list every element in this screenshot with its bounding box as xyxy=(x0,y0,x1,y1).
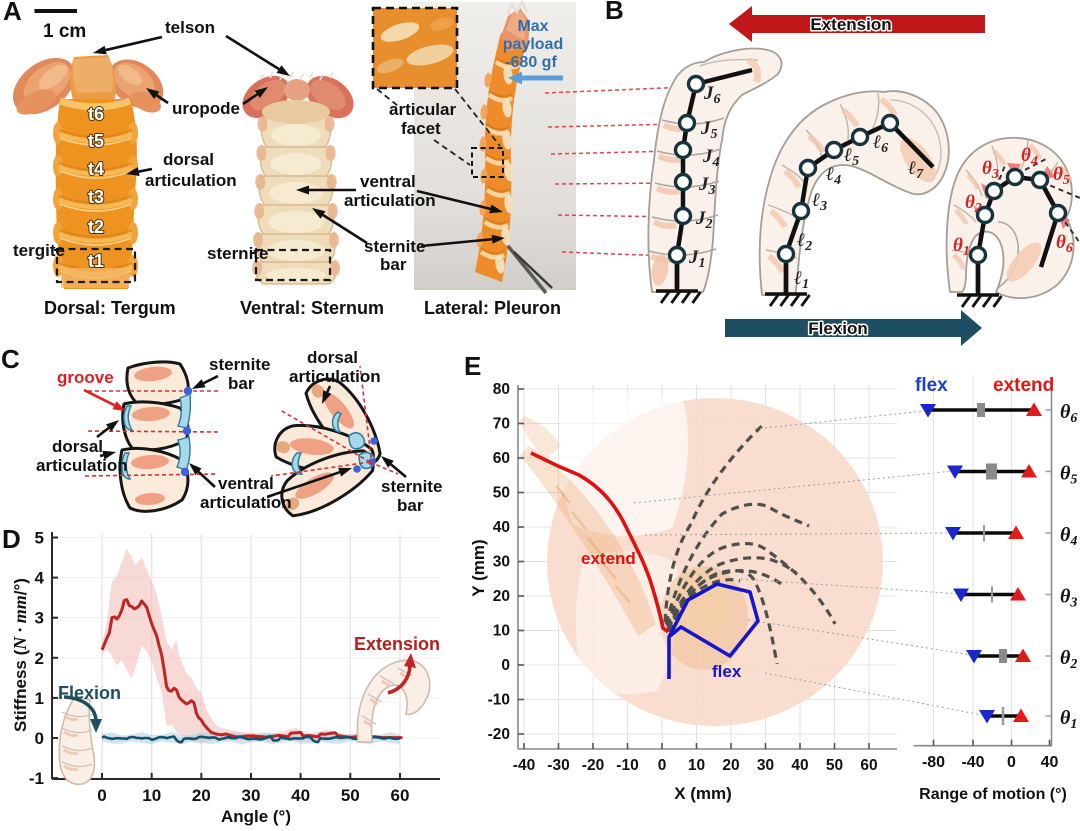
svg-text:Extension: Extension xyxy=(354,634,440,654)
svg-text:Range of motion (°): Range of motion (°) xyxy=(919,786,1067,803)
svg-text:sternite: sternite xyxy=(364,237,425,256)
svg-text:-40: -40 xyxy=(961,754,984,771)
svg-text:40: 40 xyxy=(791,757,808,774)
svg-text:-80: -80 xyxy=(922,754,945,771)
svg-text:0: 0 xyxy=(658,757,667,774)
svg-text:X (mm): X (mm) xyxy=(674,784,732,803)
svg-text:0: 0 xyxy=(501,657,510,674)
svg-text:bar: bar xyxy=(380,255,407,274)
svg-text:50: 50 xyxy=(826,757,843,774)
svg-text:payload: payload xyxy=(503,36,563,53)
svg-text:flex: flex xyxy=(712,662,742,681)
svg-text:t6: t6 xyxy=(88,104,104,124)
svg-text:ventral: ventral xyxy=(360,172,416,191)
svg-text:t1: t1 xyxy=(88,251,104,271)
svg-text:B: B xyxy=(605,0,624,25)
svg-text:10: 10 xyxy=(493,623,510,640)
svg-text:A: A xyxy=(3,0,22,26)
svg-text:30: 30 xyxy=(493,554,510,571)
svg-text:facet: facet xyxy=(401,119,441,138)
svg-text:4: 4 xyxy=(35,569,45,588)
svg-text:articulation: articulation xyxy=(36,456,128,475)
svg-text:1: 1 xyxy=(35,689,44,708)
svg-text:Extension: Extension xyxy=(810,15,891,34)
svg-text:D: D xyxy=(2,524,21,554)
svg-text:70: 70 xyxy=(493,416,510,433)
svg-text:Stiffness (N · mm/°): Stiffness (N · mm/°) xyxy=(10,578,30,732)
svg-text:articulation: articulation xyxy=(344,191,436,210)
svg-text:Y (mm): Y (mm) xyxy=(469,539,488,596)
svg-text:articulation: articulation xyxy=(200,493,292,512)
svg-text:dorsal: dorsal xyxy=(163,150,214,169)
svg-text:Flexion: Flexion xyxy=(58,683,121,703)
svg-text:-680 gf: -680 gf xyxy=(505,54,557,71)
svg-text:Lateral: Pleuron: Lateral: Pleuron xyxy=(424,298,561,318)
svg-text:t2: t2 xyxy=(88,217,104,237)
svg-text:C: C xyxy=(1,344,20,374)
svg-text:t4: t4 xyxy=(88,159,104,179)
svg-text:0: 0 xyxy=(97,786,106,805)
svg-text:5: 5 xyxy=(35,529,44,548)
svg-text:sternite: sternite xyxy=(381,477,442,496)
svg-text:-30: -30 xyxy=(547,757,569,774)
svg-text:articulation: articulation xyxy=(289,367,381,386)
svg-text:80: 80 xyxy=(493,381,510,398)
svg-text:50: 50 xyxy=(341,786,360,805)
svg-text:articular: articular xyxy=(389,100,456,119)
svg-text:60: 60 xyxy=(391,786,410,805)
svg-text:-1: -1 xyxy=(29,769,44,788)
svg-text:Flexion: Flexion xyxy=(808,319,868,338)
svg-text:40: 40 xyxy=(291,786,310,805)
svg-text:bar: bar xyxy=(397,496,424,515)
svg-text:30: 30 xyxy=(242,786,261,805)
svg-text:sternite: sternite xyxy=(209,355,270,374)
svg-text:extend: extend xyxy=(581,549,636,568)
svg-text:50: 50 xyxy=(493,485,510,502)
svg-text:60: 60 xyxy=(493,450,510,467)
svg-text:dorsal: dorsal xyxy=(307,348,358,367)
svg-text:bar: bar xyxy=(228,374,255,393)
svg-text:-10: -10 xyxy=(616,757,638,774)
svg-text:sternite: sternite xyxy=(207,244,268,263)
svg-text:extend: extend xyxy=(993,375,1054,396)
svg-text:groove: groove xyxy=(57,368,114,387)
svg-text:0: 0 xyxy=(35,729,44,748)
svg-text:60: 60 xyxy=(860,757,877,774)
svg-text:-10: -10 xyxy=(488,692,510,709)
svg-text:20: 20 xyxy=(192,786,211,805)
svg-text:20: 20 xyxy=(722,757,739,774)
svg-text:10: 10 xyxy=(142,786,161,805)
svg-text:-20: -20 xyxy=(488,726,510,743)
svg-text:Dorsal: Tergum: Dorsal: Tergum xyxy=(44,298,176,318)
svg-text:dorsal: dorsal xyxy=(52,437,103,456)
svg-text:Ventral: Sternum: Ventral: Sternum xyxy=(240,298,384,318)
svg-text:20: 20 xyxy=(493,588,510,605)
svg-text:-40: -40 xyxy=(513,757,535,774)
svg-text:Angle (°): Angle (°) xyxy=(221,807,291,826)
svg-text:-20: -20 xyxy=(582,757,604,774)
svg-text:telson: telson xyxy=(165,18,215,37)
svg-text:30: 30 xyxy=(757,757,774,774)
svg-text:1 cm: 1 cm xyxy=(43,21,86,42)
svg-text:Max: Max xyxy=(517,18,548,35)
svg-text:t3: t3 xyxy=(88,187,104,207)
svg-text:0: 0 xyxy=(1007,754,1016,771)
svg-text:articulation: articulation xyxy=(145,171,237,190)
svg-text:3: 3 xyxy=(35,609,44,628)
svg-text:flex: flex xyxy=(915,375,948,396)
svg-text:t5: t5 xyxy=(88,131,104,151)
svg-text:tergite: tergite xyxy=(13,241,65,260)
svg-text:E: E xyxy=(464,351,481,381)
svg-text:ventral: ventral xyxy=(218,474,274,493)
svg-text:40: 40 xyxy=(1041,754,1059,771)
svg-text:10: 10 xyxy=(688,757,705,774)
svg-text:40: 40 xyxy=(493,519,510,536)
svg-text:2: 2 xyxy=(35,649,44,668)
svg-text:uropode: uropode xyxy=(172,99,240,118)
